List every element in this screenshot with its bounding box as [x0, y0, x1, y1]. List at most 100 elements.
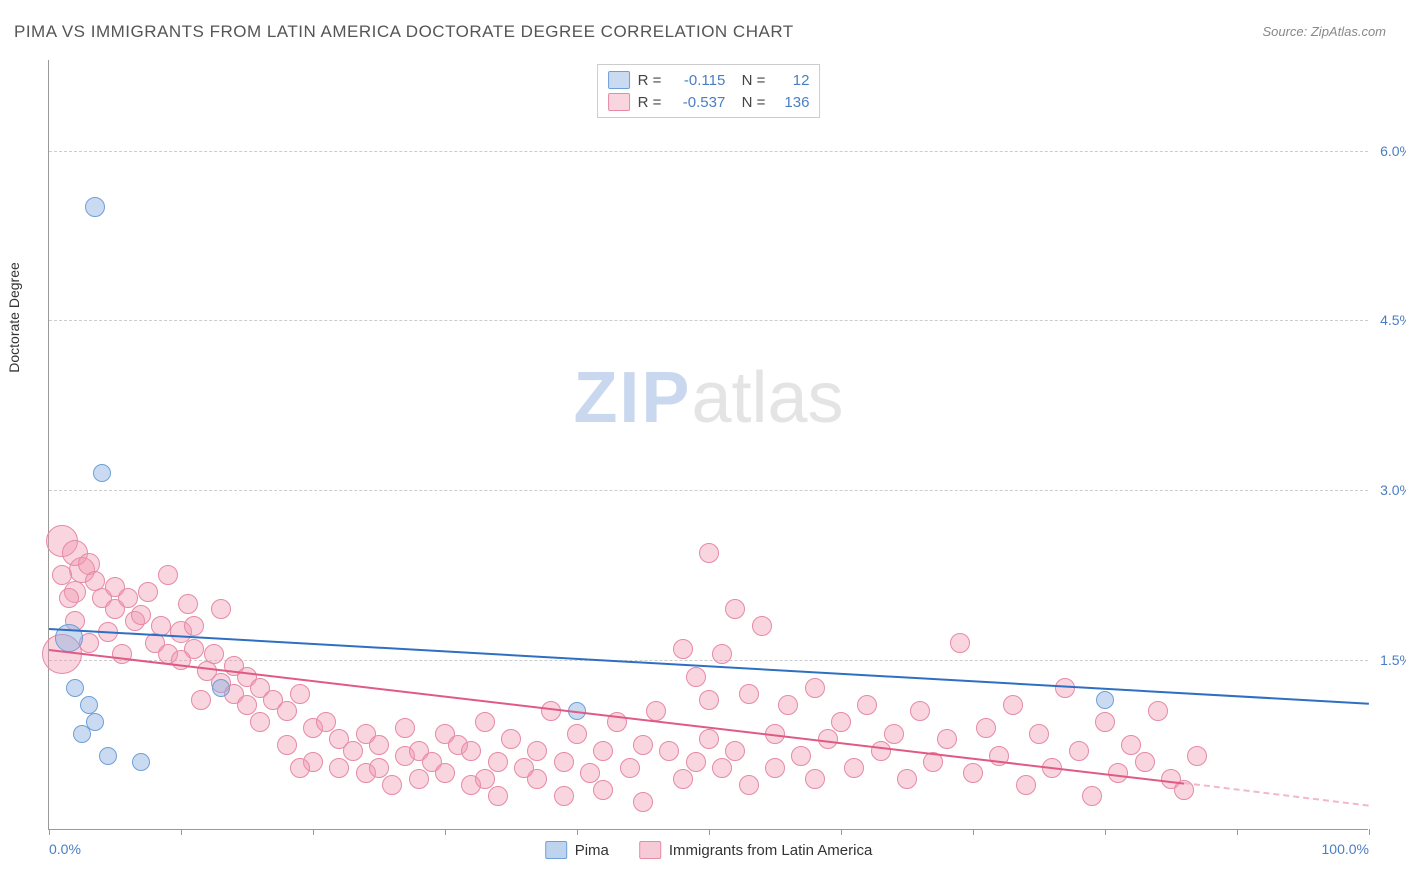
x-tick	[973, 829, 974, 835]
data-point	[93, 464, 111, 482]
data-point	[212, 679, 230, 697]
x-tick-label: 100.0%	[1322, 841, 1369, 857]
data-point	[963, 763, 983, 783]
data-point	[184, 616, 204, 636]
legend-stats-row: R = -0.115 N = 12	[608, 69, 810, 91]
legend-swatch	[608, 93, 630, 111]
x-tick-label: 0.0%	[49, 841, 81, 857]
data-point	[1029, 724, 1049, 744]
data-point	[66, 679, 84, 697]
data-point	[633, 735, 653, 755]
data-point	[593, 780, 613, 800]
data-point	[80, 696, 98, 714]
data-point	[752, 616, 772, 636]
data-point	[620, 758, 640, 778]
data-point	[435, 763, 455, 783]
data-point	[59, 588, 79, 608]
legend-stats-row: R = -0.537 N = 136	[608, 91, 810, 113]
legend-label: Pima	[575, 842, 609, 859]
legend-r-value: -0.537	[669, 94, 725, 111]
source-label: Source: ZipAtlas.com	[1262, 24, 1386, 39]
watermark-zip: ZIP	[573, 358, 691, 438]
data-point	[1121, 735, 1141, 755]
data-point	[1187, 746, 1207, 766]
data-point	[250, 712, 270, 732]
legend-label: Immigrants from Latin America	[669, 842, 872, 859]
data-point	[132, 753, 150, 771]
x-tick	[841, 829, 842, 835]
x-tick	[1369, 829, 1370, 835]
trend-line	[49, 649, 1184, 785]
data-point	[844, 758, 864, 778]
data-point	[739, 775, 759, 795]
y-tick-label: 3.0%	[1380, 482, 1406, 498]
data-point	[712, 758, 732, 778]
data-point	[395, 718, 415, 738]
data-point	[73, 725, 91, 743]
chart-area: ZIPatlas R = -0.115 N = 12R = -0.537 N =…	[48, 60, 1368, 830]
data-point	[659, 741, 679, 761]
gridline	[49, 660, 1368, 661]
data-point	[725, 599, 745, 619]
data-point	[699, 729, 719, 749]
data-point	[871, 741, 891, 761]
data-point	[527, 741, 547, 761]
data-point	[791, 746, 811, 766]
data-point	[277, 735, 297, 755]
legend-item: Immigrants from Latin America	[639, 841, 872, 859]
legend-item: Pima	[545, 841, 609, 859]
data-point	[343, 741, 363, 761]
data-point	[191, 690, 211, 710]
legend-n-value: 12	[773, 72, 809, 89]
data-point	[673, 639, 693, 659]
data-point	[184, 639, 204, 659]
data-point	[329, 758, 349, 778]
legend-swatch	[545, 841, 567, 859]
chart-title: PIMA VS IMMIGRANTS FROM LATIN AMERICA DO…	[14, 22, 794, 42]
x-tick	[1105, 829, 1106, 835]
data-point	[1055, 678, 1075, 698]
data-point	[475, 712, 495, 732]
data-point	[369, 758, 389, 778]
data-point	[857, 695, 877, 715]
data-point	[699, 690, 719, 710]
data-point	[277, 701, 297, 721]
legend-swatch	[639, 841, 661, 859]
data-point	[52, 565, 72, 585]
data-point	[884, 724, 904, 744]
data-point	[131, 605, 151, 625]
data-point	[290, 684, 310, 704]
data-point	[554, 786, 574, 806]
legend-r-label: R =	[638, 72, 662, 89]
data-point	[1095, 712, 1115, 732]
legend-swatch	[608, 71, 630, 89]
legend-bottom: Pima Immigrants from Latin America	[545, 841, 873, 859]
watermark-atlas: atlas	[691, 358, 843, 438]
data-point	[897, 769, 917, 789]
data-point	[778, 695, 798, 715]
x-tick	[709, 829, 710, 835]
data-point	[461, 741, 481, 761]
data-point	[805, 678, 825, 698]
data-point	[831, 712, 851, 732]
y-axis-label: Doctorate Degree	[6, 262, 22, 373]
data-point	[805, 769, 825, 789]
data-point	[178, 594, 198, 614]
data-point	[488, 786, 508, 806]
legend-n-label: N =	[733, 94, 765, 111]
data-point	[85, 197, 105, 217]
gridline	[49, 490, 1368, 491]
data-point	[633, 792, 653, 812]
data-point	[567, 724, 587, 744]
data-point	[1096, 691, 1114, 709]
data-point	[501, 729, 521, 749]
data-point	[1135, 752, 1155, 772]
data-point	[290, 758, 310, 778]
x-tick	[313, 829, 314, 835]
data-point	[739, 684, 759, 704]
trend-line	[1184, 782, 1369, 807]
data-point	[211, 599, 231, 619]
x-tick	[445, 829, 446, 835]
data-point	[1069, 741, 1089, 761]
legend-r-label: R =	[638, 94, 662, 111]
